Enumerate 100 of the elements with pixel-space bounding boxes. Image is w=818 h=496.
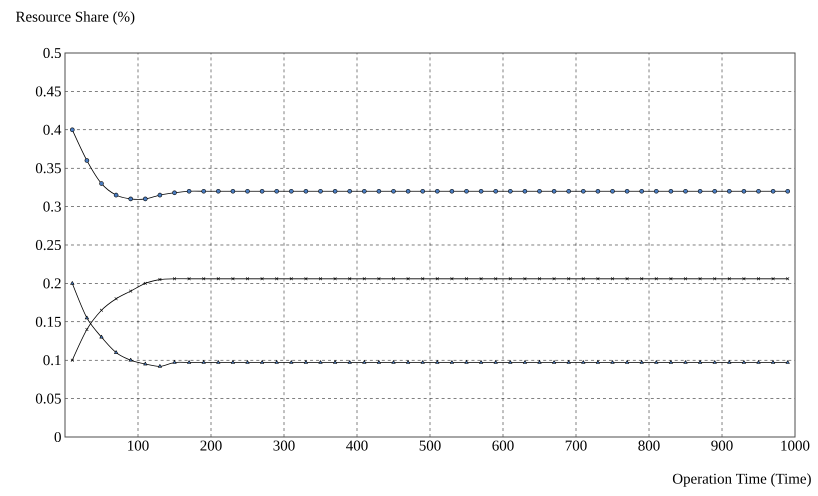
point (333, 360, 338, 364)
point (406, 360, 410, 364)
point (260, 277, 264, 280)
point (304, 360, 308, 364)
point (158, 364, 162, 368)
point (332, 188, 338, 194)
point (742, 277, 746, 280)
point (684, 277, 688, 280)
point (144, 282, 148, 286)
point (187, 360, 192, 364)
y-tick-label: 0.15 (36, 316, 61, 327)
point (610, 188, 615, 194)
point (289, 188, 294, 194)
point (172, 360, 177, 364)
point (260, 360, 264, 364)
point (333, 277, 337, 280)
point (99, 334, 104, 338)
point (537, 188, 542, 194)
point (698, 188, 702, 194)
point (479, 360, 484, 364)
point (406, 188, 410, 194)
point (624, 188, 630, 194)
point (596, 188, 600, 194)
point (523, 277, 527, 280)
point (538, 277, 542, 280)
point (756, 277, 760, 280)
point (610, 277, 614, 280)
point (610, 360, 615, 364)
point (143, 362, 148, 366)
point (581, 188, 586, 194)
point (552, 360, 556, 364)
point (640, 360, 644, 364)
point (464, 277, 468, 280)
point (522, 360, 527, 364)
point (785, 188, 790, 194)
point (668, 188, 674, 194)
point (318, 277, 322, 280)
point (304, 188, 308, 194)
point (362, 188, 367, 194)
point (566, 188, 571, 194)
point (128, 289, 132, 293)
point (99, 181, 104, 186)
point (771, 277, 775, 280)
point (698, 360, 702, 364)
point (100, 308, 104, 312)
y-tick-label: 0.25 (36, 240, 61, 250)
point (114, 192, 118, 198)
point (230, 360, 235, 364)
point (464, 360, 469, 364)
point (742, 360, 746, 364)
point (172, 277, 176, 280)
point (450, 277, 454, 280)
point (420, 188, 425, 194)
x-tick-label: 600 (492, 440, 514, 451)
x-tick-label: 300 (274, 440, 295, 451)
point (537, 360, 542, 364)
point (391, 360, 396, 364)
point (85, 328, 89, 332)
point (274, 360, 279, 364)
point (508, 188, 513, 194)
point (186, 188, 192, 194)
x-tick-label: 800 (638, 440, 660, 451)
x-tick-label: 500 (420, 440, 441, 451)
point (70, 281, 74, 285)
point (625, 277, 629, 280)
point (420, 360, 425, 364)
point (552, 188, 556, 194)
point (566, 360, 571, 364)
point (698, 277, 702, 280)
point (246, 277, 250, 280)
point (347, 188, 352, 194)
point (771, 360, 776, 364)
point (376, 188, 382, 194)
point (260, 188, 264, 194)
point (377, 277, 381, 280)
point (362, 360, 366, 364)
y-tick-label: 0.2 (43, 278, 61, 288)
point (245, 188, 250, 194)
point (143, 196, 148, 202)
point (639, 188, 644, 194)
x-tick-label: 1000 (781, 440, 810, 451)
point (668, 360, 673, 364)
point (158, 278, 162, 282)
point (70, 128, 75, 132)
point (508, 360, 512, 364)
point (493, 188, 498, 194)
point (289, 360, 294, 364)
y-tick-label: 0.05 (36, 394, 61, 404)
point (669, 277, 673, 280)
y-tick-label: 0.3 (43, 202, 61, 212)
point (727, 188, 732, 194)
point (683, 188, 688, 194)
point (742, 188, 746, 194)
point (348, 360, 352, 364)
y-tick-label: 0.5 (43, 48, 61, 58)
x-tick-label: 400 (346, 440, 368, 451)
point (654, 360, 658, 364)
point (756, 188, 761, 194)
point (201, 188, 206, 194)
y-tick-label: 0 (54, 432, 61, 442)
